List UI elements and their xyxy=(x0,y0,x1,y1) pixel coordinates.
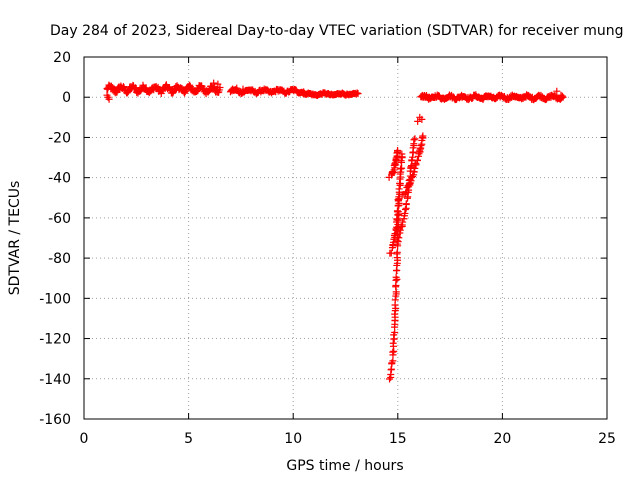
data-point xyxy=(389,168,397,176)
data-point xyxy=(214,80,222,88)
data-point xyxy=(409,172,417,180)
data-point xyxy=(354,90,362,98)
y-axis-label: SDTVAR / TECUs xyxy=(7,181,23,296)
data-point xyxy=(419,132,427,140)
data-point xyxy=(391,310,399,318)
y-tick-label: -40 xyxy=(48,171,71,187)
data-point xyxy=(418,115,426,123)
axis-ticks: 0 5 10 15 20 25 20 0 -20 -40 -60 -80 -100 -120 -140 -16… xyxy=(39,50,616,447)
data-point xyxy=(412,161,420,169)
data-point xyxy=(387,249,395,257)
x-tick-label: 25 xyxy=(598,431,616,447)
data-point xyxy=(410,136,418,144)
data-point xyxy=(397,165,405,173)
data-point xyxy=(414,117,422,125)
data-point xyxy=(411,135,419,143)
data-point xyxy=(233,84,241,92)
y-tick-label: -160 xyxy=(39,412,71,428)
y-tick-label: -60 xyxy=(48,211,71,227)
data-point xyxy=(389,238,397,246)
data-point xyxy=(394,238,402,246)
data-point xyxy=(394,196,402,204)
data-point xyxy=(421,92,429,100)
data-point xyxy=(205,87,213,95)
data-point xyxy=(401,205,409,213)
data-series xyxy=(103,79,567,383)
data-point xyxy=(553,87,561,95)
y-tick-label: -140 xyxy=(39,372,71,388)
data-point xyxy=(557,91,565,99)
data-point xyxy=(413,156,421,164)
y-tick-label: -80 xyxy=(48,251,71,267)
y-tick-label: -20 xyxy=(48,130,71,146)
x-tick-label: 15 xyxy=(389,431,407,447)
data-point xyxy=(410,168,418,176)
grid xyxy=(84,57,607,419)
data-point xyxy=(424,93,432,101)
data-point xyxy=(239,85,247,93)
data-point xyxy=(229,85,237,93)
data-point xyxy=(395,234,403,242)
data-point xyxy=(393,207,401,215)
x-tick-label: 0 xyxy=(80,431,89,447)
data-point xyxy=(394,208,402,216)
x-tick-label: 20 xyxy=(493,431,511,447)
x-tick-label: 5 xyxy=(184,431,193,447)
x-axis-label: GPS time / hours xyxy=(286,458,403,474)
data-point xyxy=(393,215,401,223)
data-point xyxy=(389,348,397,356)
data-point xyxy=(389,357,397,365)
data-point xyxy=(210,79,218,87)
chart-title: Day 284 of 2023, Sidereal Day-to-day VTE… xyxy=(50,23,624,39)
data-point xyxy=(181,89,189,97)
data-point xyxy=(193,87,201,95)
data-point xyxy=(402,200,410,208)
data-point xyxy=(386,375,394,383)
data-point xyxy=(353,89,361,97)
y-tick-label: 0 xyxy=(62,90,71,106)
y-tick-label: -100 xyxy=(39,291,71,307)
data-point xyxy=(393,248,401,256)
data-point xyxy=(399,218,407,226)
data-point xyxy=(417,141,425,149)
plot-frame xyxy=(83,56,608,420)
data-point xyxy=(402,188,410,196)
data-point xyxy=(392,273,400,281)
data-point xyxy=(389,339,397,347)
y-tick-label: 20 xyxy=(53,50,71,66)
x-tick-label: 10 xyxy=(284,431,302,447)
data-point xyxy=(104,93,112,101)
data-point xyxy=(558,92,566,100)
data-point xyxy=(407,163,415,171)
data-point xyxy=(392,304,400,312)
y-tick-label: -120 xyxy=(39,332,71,348)
data-point xyxy=(394,146,402,154)
data-point xyxy=(397,157,405,165)
data-point xyxy=(398,150,406,158)
